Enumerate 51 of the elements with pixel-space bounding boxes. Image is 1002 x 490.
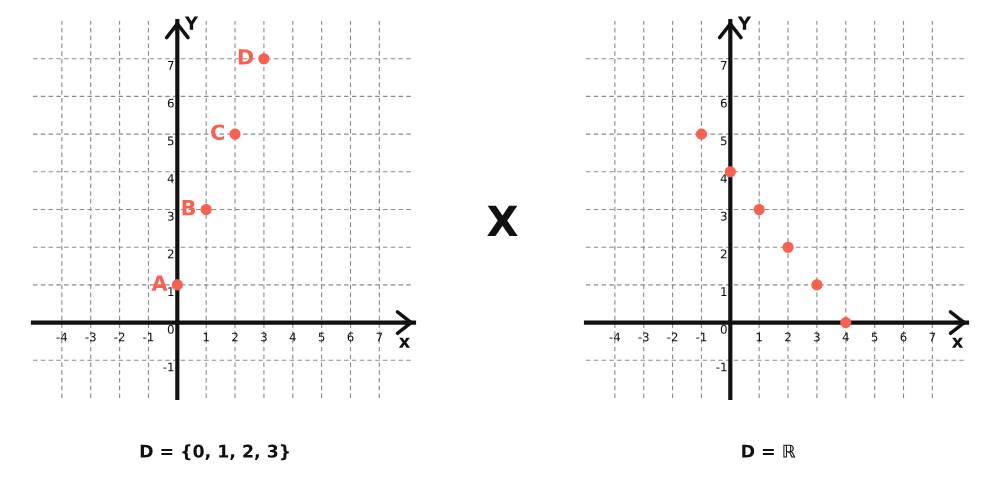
x-tick-label: -3 bbox=[638, 332, 649, 342]
annotation: D bbox=[238, 49, 254, 65]
y-tick-label: 0 bbox=[720, 324, 727, 334]
y-tick-label: 4 bbox=[720, 174, 727, 183]
y-tick-label: -1 bbox=[163, 362, 174, 372]
x-tick-label: -3 bbox=[85, 332, 96, 342]
x-axis-title: x bbox=[398, 337, 411, 348]
text: D = {0, 1, 2, 3} bbox=[140, 444, 289, 461]
text: X bbox=[487, 205, 518, 237]
y-tick-label: 6 bbox=[720, 98, 727, 108]
y-axis-title: Y bbox=[184, 16, 199, 30]
y-tick-label: 2 bbox=[720, 249, 727, 259]
x-tick-label: 3 bbox=[814, 332, 820, 342]
x-tick-label: 5 bbox=[318, 332, 325, 342]
y-tick-label: -1 bbox=[716, 362, 727, 372]
y-tick-label: 6 bbox=[167, 98, 174, 108]
x-tick-label: 2 bbox=[232, 332, 238, 342]
x-tick-label: 4 bbox=[842, 332, 849, 342]
y-tick-label: 1 bbox=[168, 287, 174, 296]
y-tick-label: 3 bbox=[167, 211, 174, 221]
annotation: B bbox=[182, 200, 195, 216]
y-tick-label: 2 bbox=[167, 249, 174, 259]
y-tick-label: 7 bbox=[168, 61, 174, 70]
x-tick-label: 6 bbox=[347, 332, 354, 342]
x-tick-label: 2 bbox=[785, 332, 791, 342]
y-tick-label: 1 bbox=[721, 287, 727, 296]
x-axis-title: x bbox=[951, 337, 964, 348]
y-tick-label: 7 bbox=[721, 61, 727, 70]
x-tick-label: 1 bbox=[203, 332, 209, 342]
x-tick-label: 7 bbox=[929, 332, 936, 342]
y-tick-label: 4 bbox=[167, 174, 174, 183]
x-tick-label: -2 bbox=[114, 332, 125, 342]
annotation: A bbox=[151, 275, 168, 291]
y-axis-title: Y bbox=[737, 16, 752, 30]
x-tick-label: 6 bbox=[900, 332, 907, 342]
y-tick-label: 5 bbox=[720, 136, 727, 146]
y-tick-label: 0 bbox=[167, 324, 174, 334]
x-tick-label: 5 bbox=[871, 332, 878, 342]
x-tick-label: 3 bbox=[261, 332, 267, 342]
annotation: C bbox=[211, 124, 224, 141]
x-tick-label: -1 bbox=[143, 332, 154, 342]
x-tick-label: 7 bbox=[376, 332, 383, 342]
text: D = ℝ bbox=[742, 444, 796, 458]
x-tick-label: -4 bbox=[56, 332, 68, 342]
x-tick-label: -1 bbox=[696, 332, 707, 342]
y-tick-label: 5 bbox=[167, 136, 174, 146]
x-tick-label: 4 bbox=[289, 332, 296, 342]
x-tick-label: 1 bbox=[756, 332, 762, 342]
x-tick-label: -2 bbox=[667, 332, 678, 342]
y-tick-label: 3 bbox=[720, 211, 727, 221]
x-tick-label: -4 bbox=[609, 332, 621, 342]
